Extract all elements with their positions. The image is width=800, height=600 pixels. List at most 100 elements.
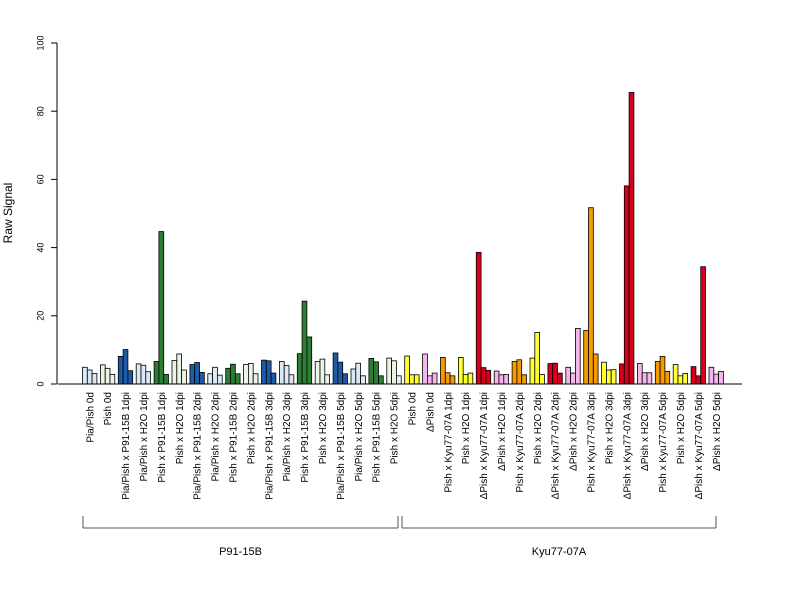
bar-12-1 [301,300,308,385]
bracket-label: Kyu77-07A [532,546,587,558]
bar-14-1 [337,361,344,385]
x-tick-label: Pia/Pish x P91-15B 2dpi [193,392,204,500]
bar-4-2 [163,374,169,385]
x-tick-label: Pish x H2O 2dpi [533,392,544,464]
bar-16-0 [368,358,375,385]
bar-1-1 [104,367,111,385]
bar-24-1 [516,359,523,385]
x-tick-label: Pish x Kyu77-07A 1dpi [443,392,454,493]
bar-26-1 [552,362,558,385]
bar-34-0 [690,366,697,385]
bar-3-0 [135,363,142,385]
bar-7-1 [212,366,218,385]
bar-1-2 [109,374,116,385]
x-tick-label: Pia/Pish x P91-15B 5dpi [336,392,347,500]
x-tick-label: Pish x H2O 5dpi [676,392,687,464]
x-tick-label: Pia/Pish x H2O 2dpi [211,392,222,482]
bar-25-0 [529,357,536,385]
bar-24-0 [511,361,518,385]
x-tick-label: Pish x P91-15B 5dpi [372,392,383,483]
bar-3-1 [140,364,147,385]
bar-29-2 [610,369,617,385]
bar-15-1 [355,362,361,385]
bar-27-2 [575,328,581,385]
y-tick-label: 60 [35,174,45,184]
y-tick-label: 100 [35,35,45,50]
bar-11-2 [288,374,295,385]
x-tick-label: Pia/Pish x P91-15B 3dpi [264,392,275,500]
bar-31-0 [637,363,643,385]
bar-23-0 [493,370,500,385]
bar-11-1 [283,365,290,385]
x-tick-label: Pia/Pish x H2O 1dpi [139,392,150,482]
bar-19-0 [422,353,428,385]
bar-12-0 [296,353,303,385]
bar-11-0 [278,361,285,385]
bar-25-1 [534,332,540,385]
bar-4-1 [158,231,165,385]
x-tick-label: ΔPish 0d [425,392,436,432]
x-tick-label: ΔPish x Kyu77-07A 5dpi [694,392,705,499]
bar-23-1 [498,374,505,385]
bar-23-2 [503,374,509,385]
bar-24-2 [521,374,527,385]
x-tick-label: Pish x H2O 1dpi [175,392,186,464]
x-tick-label: Pish x H2O 5dpi [390,392,401,464]
bar-21-0 [457,357,464,385]
bar-8-2 [234,373,241,385]
x-tick-label: Pish x P91-15B 2dpi [229,392,240,483]
y-tick-label: 0 [35,381,45,386]
x-tick-label: Pish x H2O 3dpi [604,392,615,464]
bar-12-2 [306,336,313,385]
y-tick-label: 40 [35,243,45,253]
bar-25-2 [539,374,545,385]
x-tick-label: ΔPish x Kyu77-07A 3dpi [622,392,633,499]
x-tick-label: ΔPish x Kyu77-07A 2dpi [551,392,562,499]
x-tick-label: Pish x H2O 2dpi [246,392,257,464]
bar-19-1 [426,375,433,385]
bar-34-2 [700,266,706,385]
bar-19-2 [431,372,438,385]
x-tick-label: Pia/Pish 0d [85,392,96,443]
bar-17-2 [395,375,402,385]
bar-20-2 [449,375,456,385]
bar-14-0 [332,352,339,385]
bar-8-1 [230,363,236,385]
bar-9-1 [247,363,254,385]
bar-7-0 [207,373,214,385]
bar-0-0 [82,366,88,385]
y-axis: 0 20 40 60 80 100 [35,35,58,387]
bar-14-2 [342,373,348,385]
bar-21-2 [467,372,474,385]
y-tick-label: 80 [35,106,45,116]
bar-13-2 [324,374,330,385]
bar-31-2 [646,372,653,385]
bar-0-1 [86,369,93,385]
bar-31-1 [641,372,648,385]
x-tick-label: Pish x H2O 3dpi [318,392,329,464]
bar-29-1 [606,369,612,385]
x-tick-label: Pia/Pish x P91-15B 1dpi [121,392,132,500]
bar-2-0 [117,355,124,385]
bar-29-0 [601,361,607,385]
x-tick-label: Pish x H2O 1dpi [461,392,472,464]
bar-27-0 [565,366,571,385]
bar-33-2 [682,373,688,385]
bar-8-0 [225,367,231,385]
bar-28-2 [592,353,599,385]
bar-33-0 [672,364,679,385]
bar-34-1 [695,375,702,385]
bar-18-0 [404,355,410,385]
bar-13-0 [314,361,321,385]
x-tick-label: Pish 0d [103,392,114,425]
bar-22-2 [485,369,492,385]
bar-6-2 [199,372,205,385]
x-tick-label: Pish x P91-15B 3dpi [300,392,311,483]
bar-1-0 [100,364,106,385]
bar-15-0 [350,368,357,385]
bar-33-1 [677,375,684,385]
x-tick-label: ΔPish x H2O 3dpi [640,392,651,471]
x-tick-label: Pia/Pish x H2O 3dpi [282,392,293,482]
x-tick-label: Pia/Pish x H2O 5dpi [354,392,365,482]
bar-10-1 [265,360,272,385]
